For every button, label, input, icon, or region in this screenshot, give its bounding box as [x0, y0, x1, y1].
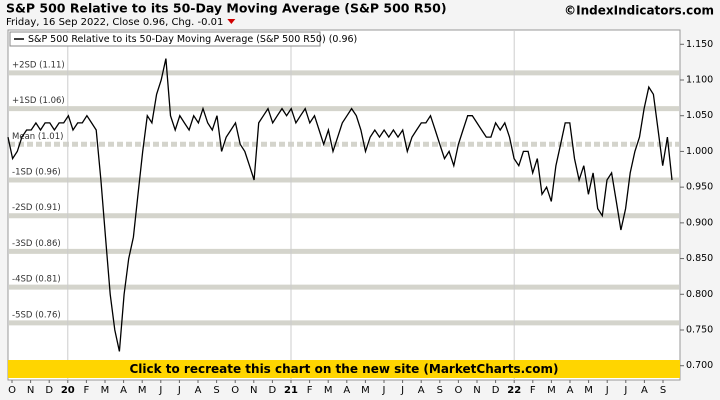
band-label: +1SD (1.06)	[12, 96, 65, 106]
x-tick-label: S	[213, 385, 219, 396]
band-label: -3SD (0.86)	[12, 239, 61, 249]
x-tick-label: M	[138, 385, 147, 396]
band-label: Mean (1.01)	[12, 132, 63, 142]
x-tick-label: F	[307, 385, 313, 396]
x-tick-label: A	[195, 385, 202, 396]
x-tick-label: M	[361, 385, 370, 396]
x-tick-label: M	[547, 385, 556, 396]
banner-bg[interactable]	[8, 360, 680, 378]
x-tick-label: D	[492, 385, 500, 396]
x-tick-label: N	[473, 385, 480, 396]
x-tick-label: N	[27, 385, 34, 396]
x-tick-label: O	[8, 385, 16, 396]
y-tick-label: 0.850	[686, 253, 713, 264]
x-tick-label: J	[623, 385, 627, 396]
band-label: +2SD (1.11)	[12, 60, 65, 70]
band-label: -4SD (0.81)	[12, 275, 61, 285]
x-tick-label: O	[231, 385, 239, 396]
x-tick-label: A	[418, 385, 425, 396]
x-tick-label: M	[584, 385, 593, 396]
x-tick-label: F	[84, 385, 90, 396]
x-tick-label: S	[660, 385, 666, 396]
y-tick-label: 1.000	[686, 146, 713, 157]
x-tick-label: J	[400, 385, 404, 396]
y-tick-label: 0.750	[686, 325, 713, 336]
x-tick-label: A	[567, 385, 574, 396]
y-tick-label: 0.950	[686, 182, 713, 193]
x-tick-label: J	[382, 385, 386, 396]
x-tick-label: A	[641, 385, 648, 396]
plot-layer: +2SD (1.11) +1SD (1.06) Mean (1.01) -1SD (0…	[7, 30, 684, 383]
band-label: -2SD (0.91)	[12, 203, 61, 213]
legend-box	[9, 31, 321, 47]
band-label: -1SD (0.96)	[12, 168, 61, 178]
x-tick-label: 20	[61, 385, 75, 396]
x-tick-label: D	[45, 385, 53, 396]
x-tick-label: 21	[284, 385, 298, 396]
x-tick-label: O	[454, 385, 462, 396]
change-arrow	[227, 19, 236, 24]
y-tick-label: 1.150	[686, 39, 713, 50]
x-tick-label: J	[605, 385, 609, 396]
y-tick-label: 0.800	[686, 289, 713, 300]
y-tick-label: 0.700	[686, 360, 713, 371]
plot-area	[7, 29, 681, 381]
r50-line	[7, 58, 673, 352]
x-tick-label: M	[101, 385, 110, 396]
band-label: -5SD (0.76)	[12, 310, 61, 320]
legend-label: S&P 500 Relative to its 50-Day Moving Av…	[28, 34, 357, 45]
x-tick-label: 22	[507, 385, 521, 396]
x-tick-label: J	[177, 385, 181, 396]
x-tick-label: M	[324, 385, 333, 396]
source: ©IndexIndicators.com	[564, 4, 714, 18]
y-tick-label: 0.900	[686, 217, 713, 228]
x-tick-label: S	[437, 385, 443, 396]
x-tick-label: F	[530, 385, 536, 396]
x-tick-label: A	[343, 385, 350, 396]
y-tick-label: 1.100	[686, 75, 713, 86]
subtitle: Friday, 16 Sep 2022, Close 0.96, Chg. -0…	[6, 17, 223, 28]
y-tick-label: 1.050	[686, 110, 713, 121]
chart-title: S&P 500 Relative to its 50-Day Moving Av…	[6, 1, 447, 16]
x-tick-label: N	[250, 385, 257, 396]
banner[interactable]: Click to recreate this chart on the new …	[129, 362, 558, 376]
x-tick-label: J	[158, 385, 162, 396]
x-tick-label: D	[269, 385, 277, 396]
x-tick-label: A	[120, 385, 127, 396]
